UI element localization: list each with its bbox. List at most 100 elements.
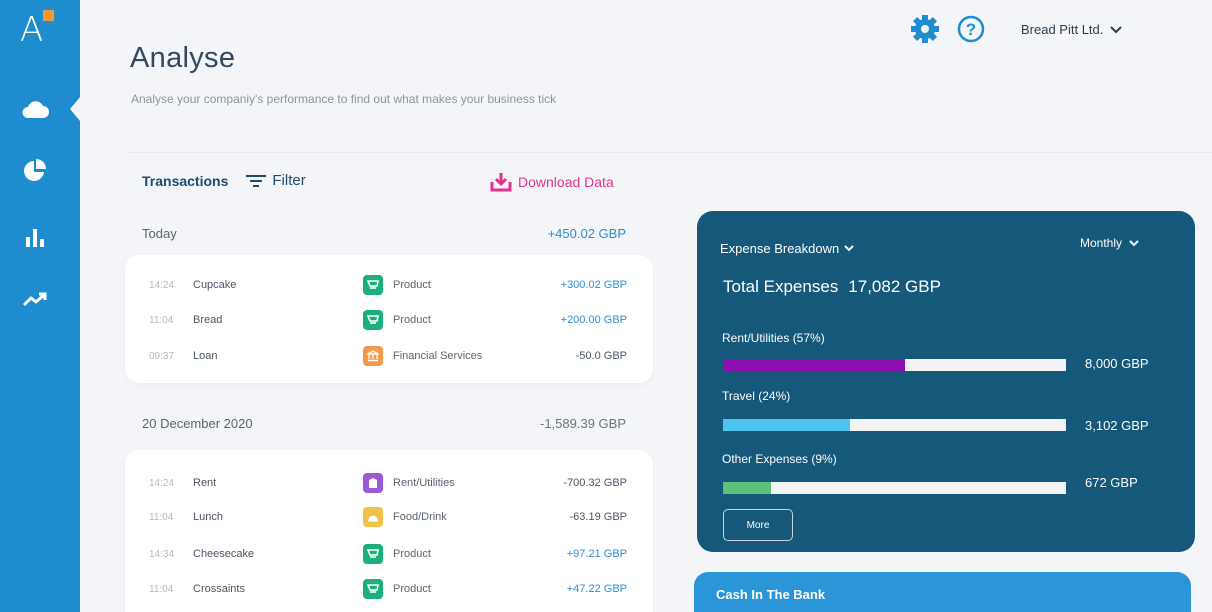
- expense-value-travel: 3,102 GBP: [1085, 418, 1149, 433]
- page-subtitle: Analyse your companiy's performance to f…: [131, 92, 557, 106]
- expense-title: Expense Breakdown: [720, 241, 840, 256]
- svg-text:?: ?: [966, 20, 976, 39]
- tx-time: 11:04: [149, 314, 174, 326]
- food-icon: [363, 507, 383, 527]
- chevron-down-icon: [1110, 25, 1123, 33]
- product-icon: [363, 310, 383, 330]
- period-label: Monthly: [1080, 236, 1123, 250]
- app-logo[interactable]: A: [20, 10, 60, 50]
- transaction-card: 14:24 Rent Rent/Utilities -700.32 GBP 11…: [125, 450, 653, 612]
- expense-value-other: 672 GBP: [1085, 475, 1138, 490]
- chevron-down-icon: [1129, 239, 1139, 246]
- sidebar-item-trend[interactable]: [18, 284, 52, 314]
- transaction-card: 14:24 Cupcake Product +300.02 GBP 11:04 …: [125, 255, 653, 383]
- download-label: Download Data: [518, 174, 614, 190]
- table-row[interactable]: 09:37 Loan Financial Services -50.0 GBP: [149, 346, 627, 366]
- tx-amount: -50.0 GBP: [575, 350, 627, 362]
- expense-label-other: Other Expenses (9%): [722, 452, 837, 466]
- tx-name: Loan: [193, 350, 218, 362]
- tx-amount: +300.02 GBP: [560, 279, 627, 291]
- tx-time: 14:24: [149, 279, 175, 291]
- gear-icon[interactable]: [910, 14, 940, 44]
- tx-name: Cheesecake: [193, 548, 255, 560]
- transaction-group-header: Today +450.02 GBP: [142, 226, 626, 241]
- filter-label: Filter: [272, 172, 306, 189]
- product-icon: [363, 275, 383, 295]
- tx-name: Lunch: [193, 511, 223, 523]
- filter-icon: [246, 174, 267, 187]
- filter-button[interactable]: Filter: [246, 172, 306, 189]
- sidebar: A: [0, 0, 80, 612]
- tx-category: Product: [393, 279, 431, 291]
- table-row[interactable]: 11:04 Lunch Food/Drink -63.19 GBP: [149, 507, 627, 527]
- total-expenses: Total Expenses 17,082 GBP: [723, 277, 941, 297]
- active-nav-indicator: [70, 97, 80, 121]
- table-row[interactable]: 14:24 Cupcake Product +300.02 GBP: [149, 275, 627, 295]
- tx-amount: +200.00 GBP: [560, 314, 627, 326]
- expense-breakdown-dropdown[interactable]: Expense Breakdown: [720, 241, 855, 256]
- tx-amount: +47.22 GBP: [566, 583, 627, 595]
- product-icon: [363, 579, 383, 599]
- transactions-title: Transactions: [142, 172, 229, 189]
- building-icon: [363, 473, 383, 493]
- bar-chart-icon: [26, 229, 44, 247]
- pie-chart-icon: [24, 159, 46, 181]
- expense-bar-travel: [723, 419, 1066, 431]
- expense-bar-fill: [723, 482, 772, 494]
- tx-category: Food/Drink: [393, 511, 447, 523]
- cash-in-bank-card[interactable]: Cash In The Bank: [694, 572, 1191, 612]
- transaction-group-header: 20 December 2020 -1,589.39 GBP: [142, 416, 626, 431]
- expense-bar-rent: [723, 359, 1066, 371]
- group-date: Today: [142, 226, 177, 241]
- group-total: +450.02 GBP: [547, 226, 626, 241]
- expense-breakdown-card: Expense Breakdown Monthly Total Expenses…: [697, 211, 1195, 552]
- tx-category: Product: [393, 548, 431, 560]
- table-row[interactable]: 14:34 Cheesecake Product +97.21 GBP: [149, 544, 627, 564]
- product-icon: [363, 544, 383, 564]
- tx-name: Bread: [193, 314, 223, 326]
- logo-square: [43, 10, 54, 21]
- expense-bar-other: [723, 482, 1066, 494]
- company-name: Bread Pitt Ltd.: [1021, 22, 1104, 37]
- trend-icon: [22, 292, 47, 307]
- group-date: 20 December 2020: [142, 416, 253, 431]
- group-total: -1,589.39 GBP: [540, 416, 626, 431]
- download-icon: [490, 173, 512, 192]
- tx-time: 14:34: [149, 548, 175, 560]
- tx-category: Financial Services: [393, 350, 483, 362]
- table-row[interactable]: 11:04 Crossaints Product +47.22 GBP: [149, 579, 627, 599]
- total-expenses-value: 17,082 GBP: [848, 277, 941, 296]
- period-dropdown[interactable]: Monthly: [1080, 236, 1140, 250]
- divider: [128, 152, 1212, 153]
- download-data-button[interactable]: Download Data: [490, 172, 614, 192]
- expense-value-rent: 8,000 GBP: [1085, 356, 1149, 371]
- total-expenses-label: Total Expenses: [723, 277, 839, 296]
- tx-name: Cupcake: [193, 279, 237, 291]
- expense-bar-fill: [723, 419, 850, 431]
- page-title: Analyse: [130, 42, 236, 74]
- tx-time: 11:04: [149, 583, 174, 595]
- table-row[interactable]: 14:24 Rent Rent/Utilities -700.32 GBP: [149, 473, 627, 493]
- more-button[interactable]: More: [723, 509, 793, 541]
- tx-time: 09:37: [149, 350, 175, 362]
- logo-letter: A: [20, 10, 44, 50]
- cloud-icon: [22, 101, 49, 118]
- expense-label-travel: Travel (24%): [722, 389, 791, 403]
- sidebar-item-cloud[interactable]: [18, 94, 52, 124]
- tx-category: Product: [393, 314, 431, 326]
- tx-name: Rent: [193, 477, 217, 489]
- expense-label-rent: Rent/Utilities (57%): [722, 331, 825, 345]
- tx-amount: +97.21 GBP: [566, 548, 627, 560]
- tx-name: Crossaints: [193, 583, 245, 595]
- chevron-down-icon: [844, 245, 854, 252]
- bank-icon: [363, 346, 383, 366]
- tx-category: Product: [393, 583, 431, 595]
- tx-time: 14:24: [149, 477, 175, 489]
- sidebar-item-bar[interactable]: [18, 222, 52, 252]
- help-icon[interactable]: ?: [956, 14, 986, 44]
- sidebar-item-pie[interactable]: [18, 156, 52, 186]
- company-selector[interactable]: Bread Pitt Ltd.: [1021, 22, 1123, 37]
- cash-title: Cash In The Bank: [716, 587, 826, 602]
- table-row[interactable]: 11:04 Bread Product +200.00 GBP: [149, 310, 627, 330]
- tx-amount: -63.19 GBP: [569, 511, 627, 523]
